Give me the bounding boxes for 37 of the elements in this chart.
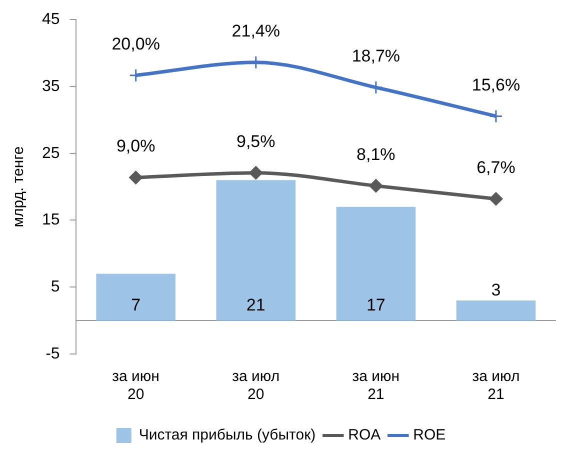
x-tick-label: за июн 20	[112, 368, 160, 404]
y-tick-label: 5	[50, 278, 60, 296]
legend-label: ROE	[413, 426, 446, 444]
data-label: 8,1%	[356, 145, 396, 164]
point	[489, 109, 503, 123]
point	[129, 170, 143, 184]
data-label: 17	[366, 296, 386, 315]
y-tick-label: 15	[42, 212, 60, 229]
x-tick-label: за июл 21	[472, 368, 520, 404]
data-label: 9,5%	[236, 132, 276, 152]
data-label: 6,7%	[476, 158, 516, 178]
y-tick-label: -5	[46, 345, 60, 362]
data-label: 9,0%	[116, 136, 156, 156]
legend-label: Чистая прибыль (убыток)	[138, 426, 316, 444]
bar	[336, 206, 416, 321]
point	[369, 80, 383, 94]
point	[369, 179, 383, 193]
data-label: 15,6%	[472, 75, 520, 94]
bar	[216, 180, 296, 321]
x-tick-label: за июн 21	[352, 368, 400, 404]
y-tick-label: 45	[42, 11, 60, 28]
point	[129, 68, 143, 82]
data-label: 7	[131, 296, 141, 315]
bar	[96, 274, 176, 321]
y-axis-title: млрд. тенге	[10, 146, 28, 228]
data-label: 21	[246, 296, 266, 315]
data-label: 20,0%	[112, 34, 160, 54]
data-label: 18,7%	[352, 46, 400, 66]
bar	[456, 300, 536, 321]
x-tick-label: за июл 20	[232, 368, 280, 404]
y-tick-label: 25	[42, 144, 60, 162]
y-tick-label: 35	[42, 78, 60, 95]
data-label: 21,4%	[232, 22, 280, 41]
point	[489, 192, 503, 206]
legend-label: ROA	[348, 426, 381, 444]
point	[249, 166, 263, 180]
data-label: 3	[491, 280, 501, 300]
